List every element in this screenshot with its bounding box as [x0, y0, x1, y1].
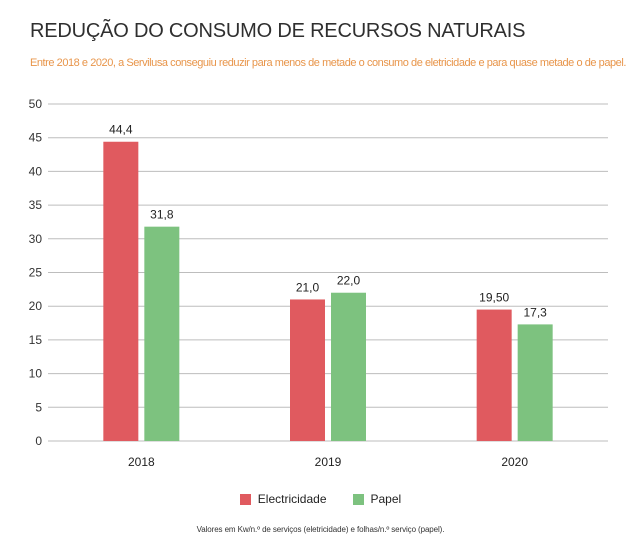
labels: 0 5 10 15 20 25 30 35 40 45 50 44,4 31,8 2018 21,0 22,0…	[29, 97, 548, 469]
x-tick-label-2018: 2018	[128, 455, 155, 469]
y-tick-label-45: 45	[29, 131, 43, 145]
legend-label-electricidade: Electricidade	[257, 492, 327, 506]
data-label-papel-2020: 17,3	[523, 305, 547, 319]
bar-electricidade-2019	[290, 299, 325, 441]
chart-title: REDUÇÃO DO CONSUMO DE RECURSOS NATURAIS	[30, 20, 526, 42]
gridlines	[48, 103, 608, 442]
bar-papel-2020	[517, 324, 553, 441]
y-tick-label-20: 20	[29, 299, 43, 313]
data-label-electricidade-2019: 21,0	[296, 280, 320, 294]
y-tick-label-30: 30	[29, 232, 43, 246]
legend-item-papel: Papel	[352, 492, 402, 506]
y-tick-label-0: 0	[35, 434, 42, 448]
data-label-electricidade-2018: 44,4	[109, 123, 133, 137]
data-label-papel-2019: 22,0	[337, 274, 361, 288]
legend-swatch-electricidade	[239, 493, 251, 505]
x-tick-label-2020: 2020	[501, 455, 528, 469]
y-tick-label-5: 5	[35, 400, 42, 414]
x-tick-label-2019: 2019	[315, 455, 342, 469]
y-tick-label-25: 25	[29, 266, 43, 280]
legend-label-papel: Papel	[370, 492, 402, 506]
y-tick-label-10: 10	[29, 367, 43, 381]
y-tick-label-40: 40	[29, 164, 43, 178]
legend-item-electricidade: Electricidade	[239, 492, 327, 506]
bar-papel-2019	[331, 292, 366, 441]
footnote: Valores em Kw/n.º de serviços (eletricid…	[196, 525, 445, 534]
legend-swatch-papel	[352, 493, 364, 505]
y-tick-label-35: 35	[29, 198, 43, 212]
bar-papel-2018	[144, 226, 180, 441]
bars	[103, 141, 553, 441]
legend: Electricidade Papel	[0, 492, 641, 506]
bar-electricidade-2018	[103, 141, 139, 441]
bar-electricidade-2020	[476, 309, 512, 441]
chart-subtitle: Entre 2018 e 2020, a Servilusa conseguiu…	[30, 57, 626, 69]
data-label-papel-2018: 31,8	[150, 208, 174, 222]
data-label-electricidade-2020: 19,50	[479, 291, 509, 305]
y-tick-label-50: 50	[29, 97, 43, 111]
y-tick-label-15: 15	[29, 333, 43, 347]
